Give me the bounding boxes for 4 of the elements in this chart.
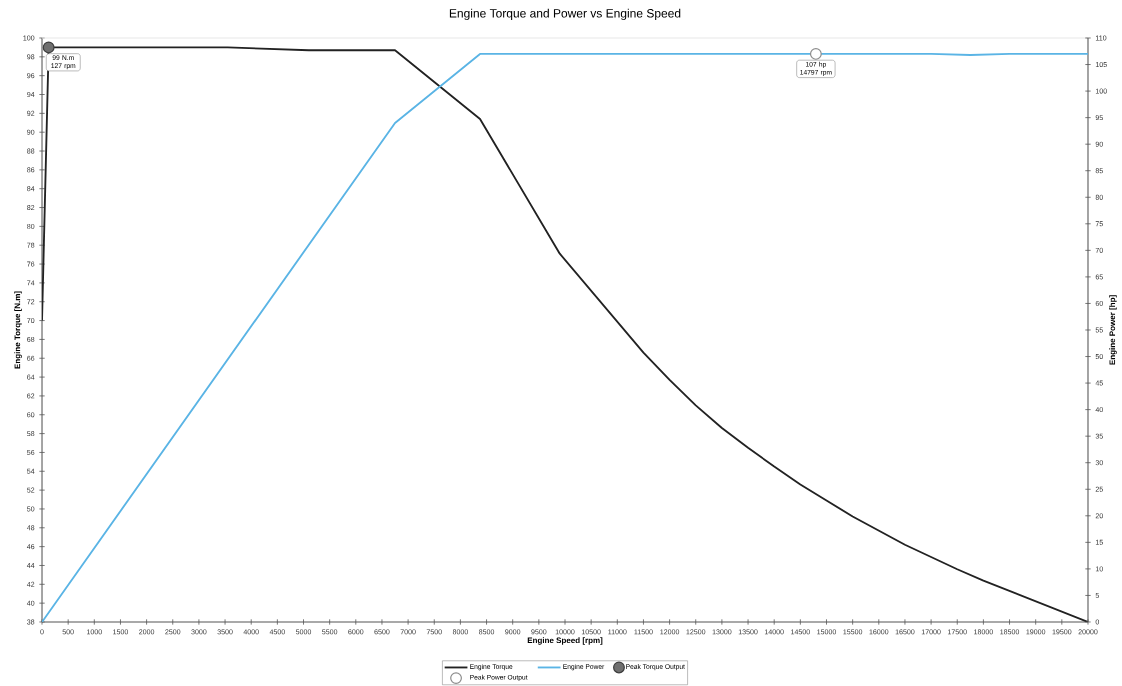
y-axis-title: Engine Torque [N.m] xyxy=(14,291,22,369)
x-axis-title: Engine Speed [rpm] xyxy=(527,637,603,645)
y2-axis-title: Engine Power [hp] xyxy=(1109,295,1117,365)
chart-title: Engine Torque and Power vs Engine Speed xyxy=(449,8,681,20)
